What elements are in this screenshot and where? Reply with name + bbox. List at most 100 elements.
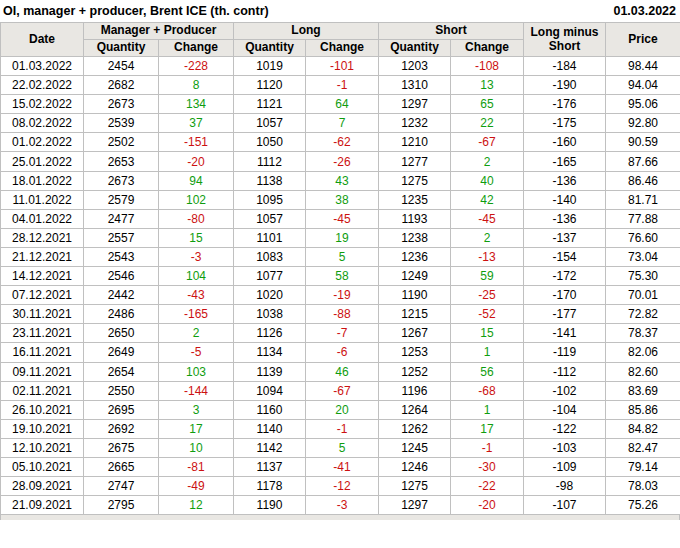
cell-date: 04.01.2022 [1,209,84,228]
cell-long-change: 64 [306,95,379,114]
cell-short-quantity: 1275 [379,171,451,190]
cell-long-quantity: 1112 [234,152,306,171]
cell-short-change: 2 [451,228,524,247]
cell-price: 72.82 [606,305,680,324]
cell-mp-change: -165 [159,305,234,324]
cell-mp-quantity: 2654 [84,362,159,381]
table-row: 28.12.202125571511011912382-13776.60 [1,228,680,247]
cell-date: 22.02.2022 [1,76,84,95]
cell-long-quantity: 1137 [234,457,306,476]
cell-mp-quantity: 2486 [84,305,159,324]
cell-mp-change: 102 [159,190,234,209]
cell-date: 09.11.2021 [1,362,84,381]
cell-short-quantity: 1246 [379,457,451,476]
cell-price: 73.04 [606,247,680,266]
cell-long-minus-short: -122 [524,419,606,438]
cell-price: 82.47 [606,438,680,457]
cell-mp-change: 15 [159,228,234,247]
cell-short-quantity: 1275 [379,477,451,496]
cell-date: 14.12.2021 [1,267,84,286]
cell-price: 78.03 [606,477,680,496]
cell-long-minus-short: -136 [524,171,606,190]
cell-short-change: 15 [451,324,524,343]
cell-long-change: -41 [306,457,379,476]
cell-mp-change: -43 [159,286,234,305]
table-row: 15.02.20222673134112164129765-17695.06 [1,95,680,114]
cell-short-change: 1 [451,343,524,362]
cell-short-change: -68 [451,381,524,400]
cell-price: 90.59 [606,133,680,152]
cell-short-change: -1 [451,438,524,457]
cell-long-quantity: 1126 [234,324,306,343]
header-long: Long [234,23,379,40]
cell-price: 84.82 [606,419,680,438]
cell-mp-quantity: 2673 [84,171,159,190]
cell-mp-quantity: 2795 [84,496,159,515]
cell-short-change: 13 [451,76,524,95]
cell-date: 28.09.2021 [1,477,84,496]
cell-short-change: -67 [451,133,524,152]
cell-date: 21.12.2021 [1,247,84,266]
cell-mp-quantity: 2477 [84,209,159,228]
cell-long-change: 5 [306,247,379,266]
cell-short-quantity: 1210 [379,133,451,152]
cell-short-change: -52 [451,305,524,324]
table-row: 05.10.20212665-811137-411246-30-10979.14 [1,457,680,476]
cell-date: 01.02.2022 [1,133,84,152]
cell-price: 87.66 [606,152,680,171]
cell-long-quantity: 1120 [234,76,306,95]
cell-long-quantity: 1178 [234,477,306,496]
cell-mp-change: 3 [159,400,234,419]
cell-short-quantity: 1235 [379,190,451,209]
cell-short-change: 40 [451,171,524,190]
header-quantity-short: Quantity [379,40,451,57]
cell-long-quantity: 1050 [234,133,306,152]
table-row: 02.11.20212550-1441094-671196-68-10283.6… [1,381,680,400]
table-row: 28.09.20212747-491178-121275-22-9878.03 [1,477,680,496]
cell-price: 78.37 [606,324,680,343]
cell-date: 30.11.2021 [1,305,84,324]
cell-long-change: -19 [306,286,379,305]
cell-date: 28.12.2021 [1,228,84,247]
cell-short-change: 1 [451,400,524,419]
cell-price: 75.26 [606,496,680,515]
cell-mp-quantity: 2454 [84,57,159,76]
cell-short-change: 2 [451,152,524,171]
cell-mp-quantity: 2539 [84,114,159,133]
cell-long-change: 19 [306,228,379,247]
cell-long-quantity: 1142 [234,438,306,457]
cell-mp-change: 17 [159,419,234,438]
cell-date: 02.11.2021 [1,381,84,400]
cell-mp-change: -3 [159,247,234,266]
cell-short-change: -20 [451,496,524,515]
cell-mp-quantity: 2557 [84,228,159,247]
table-row: 22.02.2022268281120-1131013-19094.04 [1,76,680,95]
cell-price: 85.86 [606,400,680,419]
cell-mp-change: -144 [159,381,234,400]
cell-long-minus-short: -141 [524,324,606,343]
cell-mp-change: -5 [159,343,234,362]
cell-date: 08.02.2022 [1,114,84,133]
cell-short-quantity: 1264 [379,400,451,419]
cell-long-minus-short: -98 [524,477,606,496]
cell-long-change: -3 [306,496,379,515]
cell-short-change: 65 [451,95,524,114]
cell-long-quantity: 1077 [234,267,306,286]
cell-long-minus-short: -109 [524,457,606,476]
cell-long-change: 46 [306,362,379,381]
cell-long-quantity: 1140 [234,419,306,438]
cell-short-quantity: 1252 [379,362,451,381]
cell-mp-change: 134 [159,95,234,114]
cell-short-quantity: 1253 [379,343,451,362]
cell-price: 82.60 [606,362,680,381]
cell-long-minus-short: -170 [524,286,606,305]
cell-mp-change: 104 [159,267,234,286]
cell-long-minus-short: -190 [524,76,606,95]
cell-short-change: 22 [451,114,524,133]
cell-short-change: 42 [451,190,524,209]
cell-long-quantity: 1134 [234,343,306,362]
cell-mp-change: -20 [159,152,234,171]
cell-short-change: 56 [451,362,524,381]
header-date: Date [1,23,84,57]
cell-price: 86.46 [606,171,680,190]
